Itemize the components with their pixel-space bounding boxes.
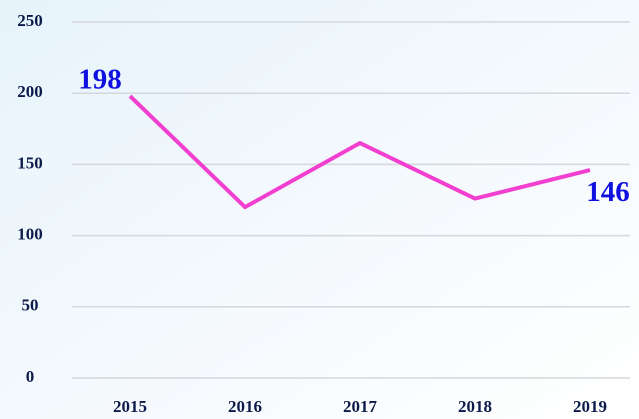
x-tick-label: 2018	[458, 397, 492, 416]
line	[128, 94, 591, 210]
x-tick-label: 2019	[573, 397, 607, 416]
y-tick-label: 100	[17, 225, 43, 244]
y-tick-label: 150	[17, 153, 43, 172]
x-tick-label: 2017	[343, 397, 378, 416]
data-label: 146	[586, 176, 630, 208]
x-tick-label: 2016	[228, 397, 262, 416]
y-tick-label: 250	[17, 11, 43, 30]
data-label: 198	[78, 64, 122, 96]
grid: 0 50 100 150 200 250 2015 2016 2017 2018 2019	[17, 11, 630, 416]
plot: 198 146	[78, 64, 630, 210]
y-tick-label: 200	[17, 82, 43, 101]
y-tick-label: 0	[26, 367, 35, 386]
y-tick-label: 50	[22, 296, 39, 315]
x-tick-label: 2015	[113, 397, 147, 416]
